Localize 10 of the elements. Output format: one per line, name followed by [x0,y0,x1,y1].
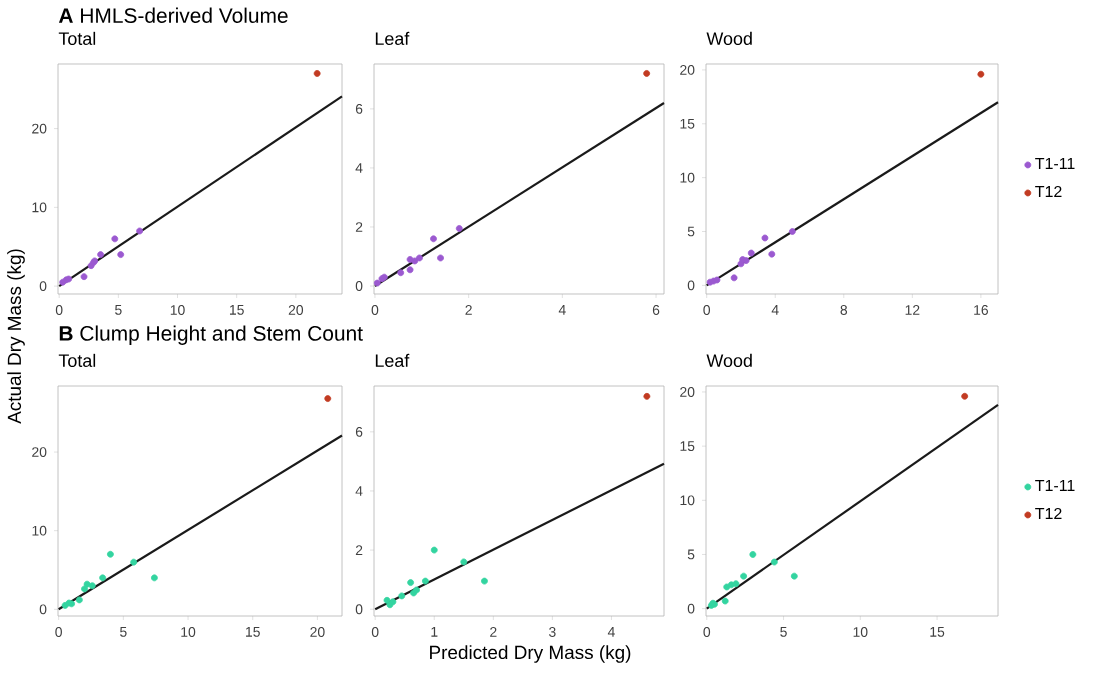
chart-title: Leaf [375,31,410,46]
chart-title: B Clump Height and Stem Count [59,325,363,345]
x-axis-title: Predicted Dry Mass (kg) [430,645,631,663]
chart-title: Leaf [375,353,410,368]
chart-subtitle: Total [58,31,96,46]
chart-subtitle: Total [58,353,96,368]
chart-title: Wood [706,353,752,368]
chart-title: A HMLS-derived Volume [58,7,288,23]
y-axis-title: Actual Dry Mass (kg) [7,249,25,424]
chart-title: Wood [706,31,752,46]
